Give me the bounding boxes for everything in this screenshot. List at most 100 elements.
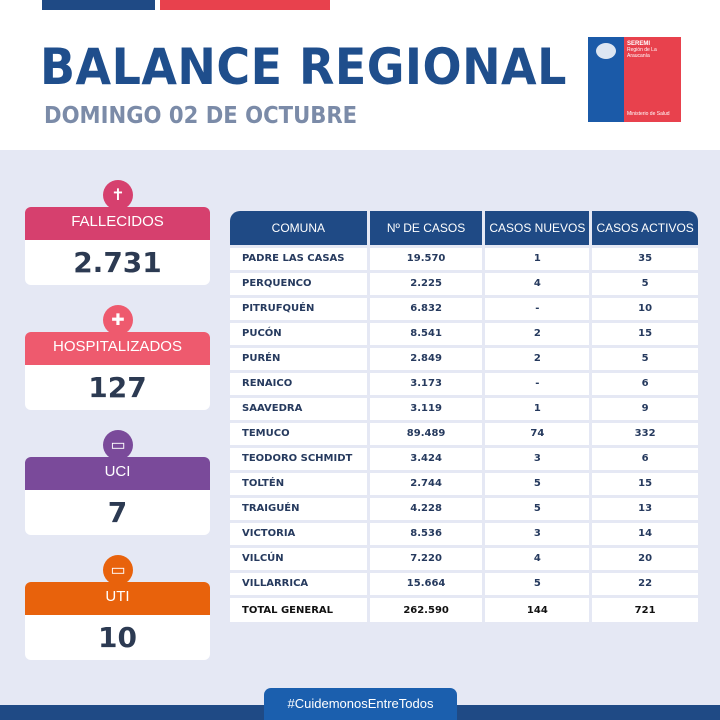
cell: VICTORIA <box>230 523 367 545</box>
cell: 3 <box>485 448 590 470</box>
cell: PUCÓN <box>230 323 367 345</box>
stat-value: 7 <box>25 490 210 535</box>
cell: PERQUENCO <box>230 273 367 295</box>
cell: 6.832 <box>369 298 483 320</box>
cell: 14 <box>592 523 698 545</box>
table-total-row: TOTAL GENERAL 262.590 144 721 <box>230 598 698 622</box>
column-header: CASOS NUEVOS <box>485 211 590 245</box>
cell: 4 <box>485 273 590 295</box>
cell: 15.664 <box>369 573 483 595</box>
top-accent-red <box>160 0 330 10</box>
cell: 2.849 <box>369 348 483 370</box>
table-row: TOLTÉN 2.744 5 15 <box>230 473 698 495</box>
monitor-icon: ▭ <box>103 555 133 585</box>
cell: 3 <box>485 523 590 545</box>
cell: - <box>485 298 590 320</box>
cell: 4.228 <box>369 498 483 520</box>
cell: PADRE LAS CASAS <box>230 248 367 270</box>
stat-label: UTI <box>25 582 210 615</box>
cell: 2 <box>485 348 590 370</box>
stat-label: UCI <box>25 457 210 490</box>
table-row: TEODORO SCHMIDT 3.424 3 6 <box>230 448 698 470</box>
stat-card-hospitalizados: HOSPITALIZADOS 127 <box>25 332 210 410</box>
table-row: PITRUFQUÉN 6.832-10 <box>230 298 698 320</box>
cell: 89.489 <box>369 423 483 445</box>
stat-card-fallecidos: FALLECIDOS 2.731 <box>25 207 210 285</box>
cell: 144 <box>485 598 590 622</box>
logo-org: SEREMI <box>627 41 651 47</box>
table-row: SAAVEDRA 3.119 1 9 <box>230 398 698 420</box>
cases-table: COMUNA Nº DE CASOS CASOS NUEVOS CASOS AC… <box>230 211 698 625</box>
medical-cross-icon: ✚ <box>103 305 133 335</box>
cell: 2 <box>485 323 590 345</box>
monitor-icon: ▭ <box>103 430 133 460</box>
stat-value: 127 <box>25 365 210 410</box>
cell: 1 <box>485 248 590 270</box>
column-header: Nº DE CASOS <box>369 211 483 245</box>
page-title: BALANCE REGIONAL <box>40 38 567 96</box>
cell: 5 <box>592 348 698 370</box>
cell: 74 <box>485 423 590 445</box>
table-row: PADRE LAS CASAS 19.570 1 35 <box>230 248 698 270</box>
cell: TOLTÉN <box>230 473 367 495</box>
cell: 35 <box>592 248 698 270</box>
cell: 5 <box>592 273 698 295</box>
cell: 15 <box>592 323 698 345</box>
stat-label: FALLECIDOS <box>25 207 210 240</box>
cell: 2.225 <box>369 273 483 295</box>
cell: 3.173 <box>369 373 483 395</box>
column-header: COMUNA <box>230 211 367 245</box>
cell: VILLARRICA <box>230 573 367 595</box>
stat-card-uti: UTI 10 <box>25 582 210 660</box>
table-row: PUCÓN 8.541 2 15 <box>230 323 698 345</box>
cell: SAAVEDRA <box>230 398 367 420</box>
cell: 15 <box>592 473 698 495</box>
cell: 8.541 <box>369 323 483 345</box>
page-subtitle: DOMINGO 02 DE OCTUBRE <box>44 103 358 129</box>
cell: TEODORO SCHMIDT <box>230 448 367 470</box>
cell: 20 <box>592 548 698 570</box>
top-accent-blue <box>42 0 155 10</box>
cell: 13 <box>592 498 698 520</box>
table-row: TRAIGUÉN 4.228 5 13 <box>230 498 698 520</box>
cell: 4 <box>485 548 590 570</box>
logo-ministry: Ministerio de Salud <box>627 111 670 117</box>
coat-of-arms-icon <box>588 37 624 122</box>
cell: 332 <box>592 423 698 445</box>
table-row: VILLARRICA 15.664 5 22 <box>230 573 698 595</box>
table-row: PERQUENCO 2.225 4 5 <box>230 273 698 295</box>
hashtag-badge: #CuidemonosEntreTodos <box>264 688 457 720</box>
cell: 7.220 <box>369 548 483 570</box>
cell: 2.744 <box>369 473 483 495</box>
cell: 6 <box>592 373 698 395</box>
cell: 5 <box>485 573 590 595</box>
table-header: COMUNA Nº DE CASOS CASOS NUEVOS CASOS AC… <box>230 211 698 245</box>
table-row: TEMUCO 89.489 74 332 <box>230 423 698 445</box>
cell: PITRUFQUÉN <box>230 298 367 320</box>
cell: 6 <box>592 448 698 470</box>
table-row: VILCÚN 7.220 4 20 <box>230 548 698 570</box>
tombstone-icon: ✝ <box>103 180 133 210</box>
cell: TRAIGUÉN <box>230 498 367 520</box>
seremi-logo: SEREMI Región de La Araucanía Ministerio d… <box>588 37 681 122</box>
column-header: CASOS ACTIVOS <box>592 211 698 245</box>
cell: 262.590 <box>369 598 483 622</box>
stat-value: 10 <box>25 615 210 660</box>
cell: 9 <box>592 398 698 420</box>
table-row: RENAICO 3.173-6 <box>230 373 698 395</box>
cell: PURÉN <box>230 348 367 370</box>
logo-region: Región de La Araucanía <box>627 47 657 59</box>
cell: 3.424 <box>369 448 483 470</box>
cell: 5 <box>485 473 590 495</box>
stat-card-uci: UCI 7 <box>25 457 210 535</box>
cell: TEMUCO <box>230 423 367 445</box>
cell: TOTAL GENERAL <box>230 598 367 622</box>
cell: 10 <box>592 298 698 320</box>
cell: - <box>485 373 590 395</box>
cell: 5 <box>485 498 590 520</box>
cell: 721 <box>592 598 698 622</box>
table-row: PURÉN 2.849 2 5 <box>230 348 698 370</box>
cell: 1 <box>485 398 590 420</box>
cell: RENAICO <box>230 373 367 395</box>
cell: 19.570 <box>369 248 483 270</box>
